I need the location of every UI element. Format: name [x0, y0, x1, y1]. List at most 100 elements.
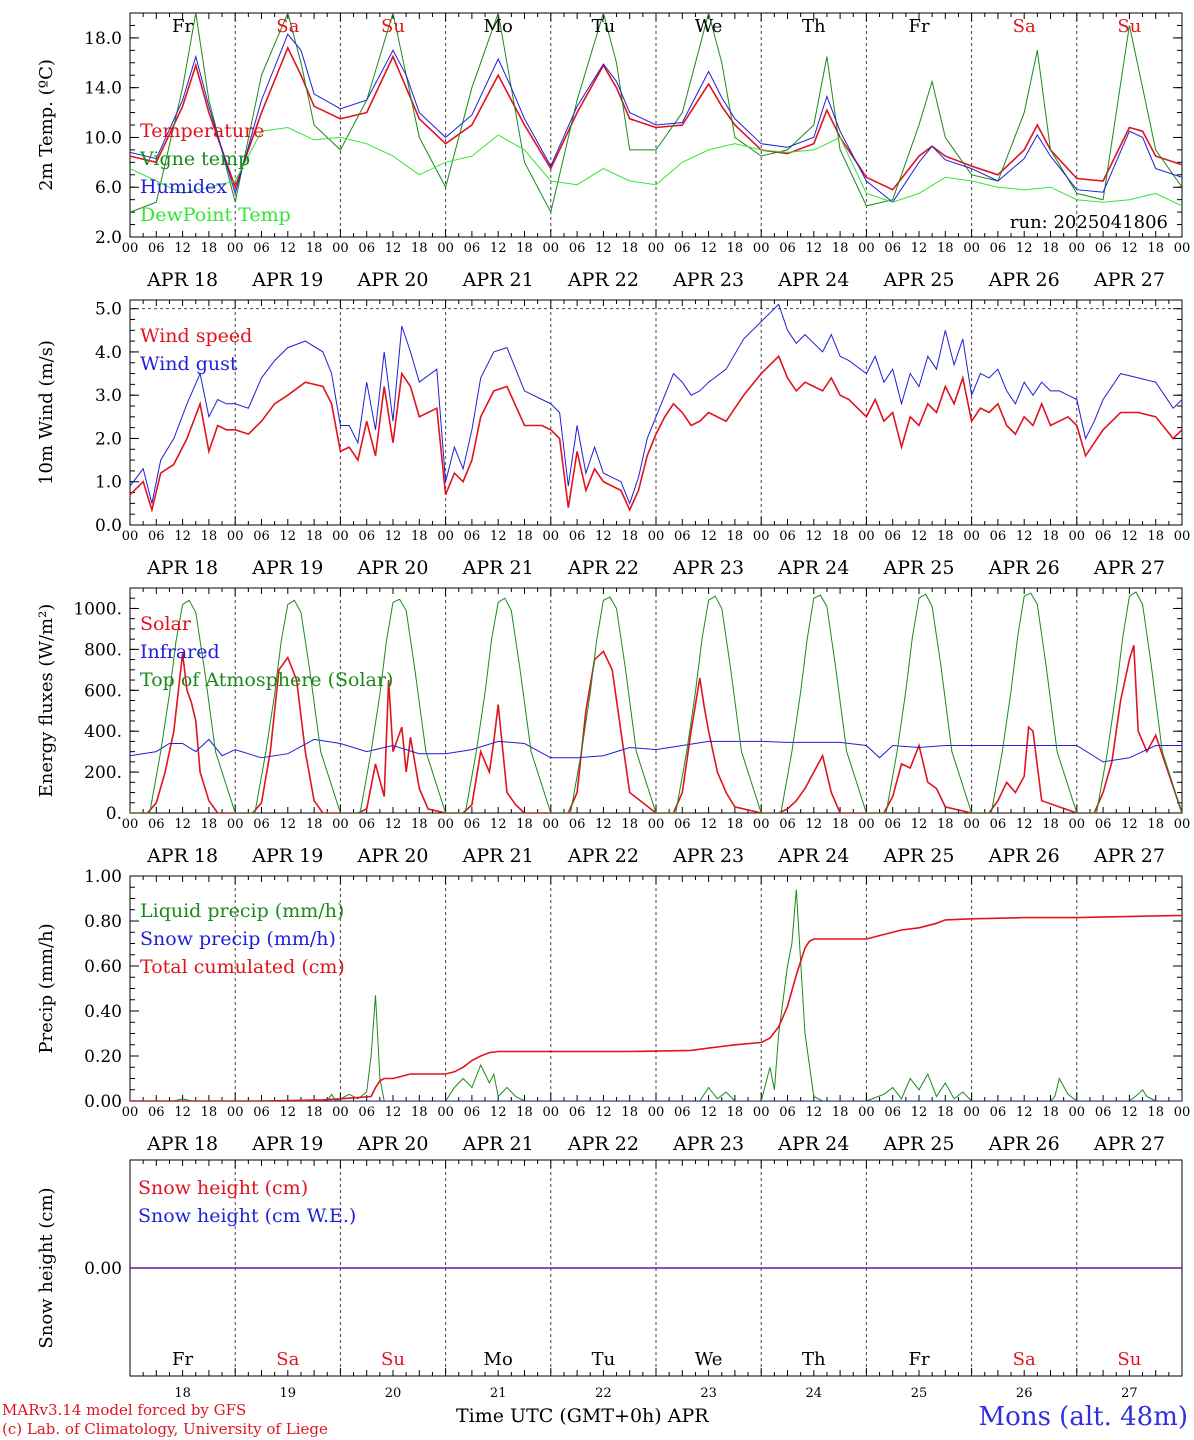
hour-tick-label: 18	[516, 241, 533, 256]
legend-entry: Snow precip (mm/h)	[140, 928, 336, 950]
date-label: APR 24	[777, 269, 849, 291]
hour-tick-label: 00	[648, 529, 665, 544]
hour-tick-label: 06	[779, 529, 796, 544]
series-line-wind-gust	[130, 303, 1182, 505]
date-label: APR 25	[882, 269, 954, 291]
hour-tick-label: 00	[858, 529, 875, 544]
hour-tick-label: 12	[385, 1105, 402, 1120]
y-tick-label: 1.0	[95, 473, 122, 493]
legend-entry: Solar	[140, 613, 192, 635]
y-axis-title: Energy fluxes (W/m²)	[36, 604, 57, 798]
hour-tick-label: 12	[806, 1105, 823, 1120]
hour-tick-label: 00	[1069, 1105, 1086, 1120]
date-label: APR 21	[462, 1133, 534, 1155]
hour-tick-label: 06	[358, 817, 375, 832]
date-label: APR 26	[988, 1133, 1060, 1155]
hour-tick-label: 06	[674, 1105, 691, 1120]
panel-frame	[129, 299, 1183, 526]
day-number-label: 26	[1016, 1386, 1033, 1401]
date-label: APR 22	[567, 557, 639, 579]
day-number-label: 25	[911, 1386, 928, 1401]
hour-tick-label: 18	[832, 817, 849, 832]
y-tick-label: 18.0	[84, 29, 122, 49]
weekday-label: Sa	[1013, 16, 1036, 37]
weekday-label: Su	[381, 16, 405, 37]
date-label: APR 18	[146, 845, 218, 867]
run-label: run: 2025041806	[1010, 212, 1168, 233]
date-label: APR 18	[146, 1133, 218, 1155]
series-line-vigne-temp	[130, 13, 1182, 214]
date-label: APR 19	[251, 269, 323, 291]
date-label: APR 19	[251, 845, 323, 867]
hour-tick-label: 00	[648, 1105, 665, 1120]
series-line-dewpoint-temp	[130, 126, 1182, 207]
weekday-label: Fr	[908, 1349, 929, 1370]
panel-energy: 0. 200. 400. 600. 800. 1000. Energy fluxes (W/…	[36, 587, 1191, 867]
hour-tick-label: 12	[700, 1105, 717, 1120]
y-tick-label: 0.00	[84, 1092, 122, 1112]
hour-tick-label: 06	[990, 529, 1007, 544]
hour-tick-label: 00	[753, 241, 770, 256]
date-label: APR 20	[356, 1133, 428, 1155]
hour-tick-label: 06	[884, 817, 901, 832]
hour-tick-label: 18	[306, 1105, 323, 1120]
panel-frame	[129, 587, 1183, 814]
y-axis-title: Snow height (cm)	[36, 1187, 57, 1348]
hour-tick-label: 00	[437, 529, 454, 544]
hour-tick-label: 12	[174, 1105, 191, 1120]
hour-tick-label: 06	[1095, 529, 1112, 544]
weekday-label: Fr	[172, 1349, 193, 1370]
hour-tick-label: 06	[569, 529, 586, 544]
hour-tick-label: 00	[1174, 817, 1191, 832]
hour-tick-label: 00	[332, 1105, 349, 1120]
hour-tick-label: 18	[1042, 241, 1059, 256]
hour-tick-label: 06	[148, 529, 165, 544]
y-axis-title: 2m Temp. (ºC)	[36, 59, 57, 191]
y-tick-label: 800.	[84, 640, 122, 660]
hour-tick-label: 06	[990, 241, 1007, 256]
date-label: APR 25	[882, 845, 954, 867]
hour-tick-label: 18	[1147, 1105, 1164, 1120]
hour-tick-label: 12	[700, 241, 717, 256]
lab-credit: (c) Lab. of Climatology, University of L…	[2, 1420, 328, 1438]
date-label: APR 24	[777, 1133, 849, 1155]
weekday-label: We	[695, 16, 723, 37]
hour-tick-label: 12	[595, 529, 612, 544]
hour-tick-label: 06	[674, 529, 691, 544]
hour-tick-label: 18	[306, 817, 323, 832]
hour-tick-label: 18	[1042, 1105, 1059, 1120]
hour-tick-label: 18	[937, 1105, 954, 1120]
hour-tick-label: 00	[963, 1105, 980, 1120]
date-label: APR 25	[882, 557, 954, 579]
hour-tick-label: 00	[753, 1105, 770, 1120]
hour-tick-label: 18	[201, 241, 218, 256]
legend-entry: Infrared	[140, 641, 220, 663]
date-label: APR 20	[356, 557, 428, 579]
hour-tick-label: 00	[543, 241, 560, 256]
hour-tick-label: 18	[516, 1105, 533, 1120]
legend-entry: Wind gust	[140, 353, 238, 375]
hour-tick-label: 12	[490, 241, 507, 256]
hour-tick-label: 12	[1121, 817, 1138, 832]
day-number-label: 27	[1121, 1386, 1138, 1401]
hour-tick-label: 06	[884, 241, 901, 256]
hour-tick-label: 12	[1121, 241, 1138, 256]
y-tick-label: 0.40	[84, 1002, 122, 1022]
hour-tick-label: 00	[543, 1105, 560, 1120]
hour-tick-label: 06	[569, 817, 586, 832]
hour-tick-label: 18	[411, 817, 428, 832]
series-line-total-cumulated-cm-	[130, 914, 1182, 1101]
weekday-label: Fr	[908, 16, 929, 37]
hour-tick-label: 12	[595, 241, 612, 256]
date-label: APR 23	[672, 845, 744, 867]
hour-tick-label: 00	[543, 529, 560, 544]
hour-tick-label: 18	[1147, 817, 1164, 832]
hour-tick-label: 12	[1016, 1105, 1033, 1120]
weekday-label: Sa	[1013, 1349, 1036, 1370]
y-tick-label: 200.	[84, 763, 122, 783]
panel-precip: 0.00 0.20 0.40 0.60 0.80 1.00 Precip (mm/h) Liq…	[36, 867, 1190, 1155]
legend-entry: Humidex	[140, 176, 227, 198]
hour-tick-label: 06	[253, 1105, 270, 1120]
hour-tick-label: 06	[148, 241, 165, 256]
hour-tick-label: 00	[648, 241, 665, 256]
